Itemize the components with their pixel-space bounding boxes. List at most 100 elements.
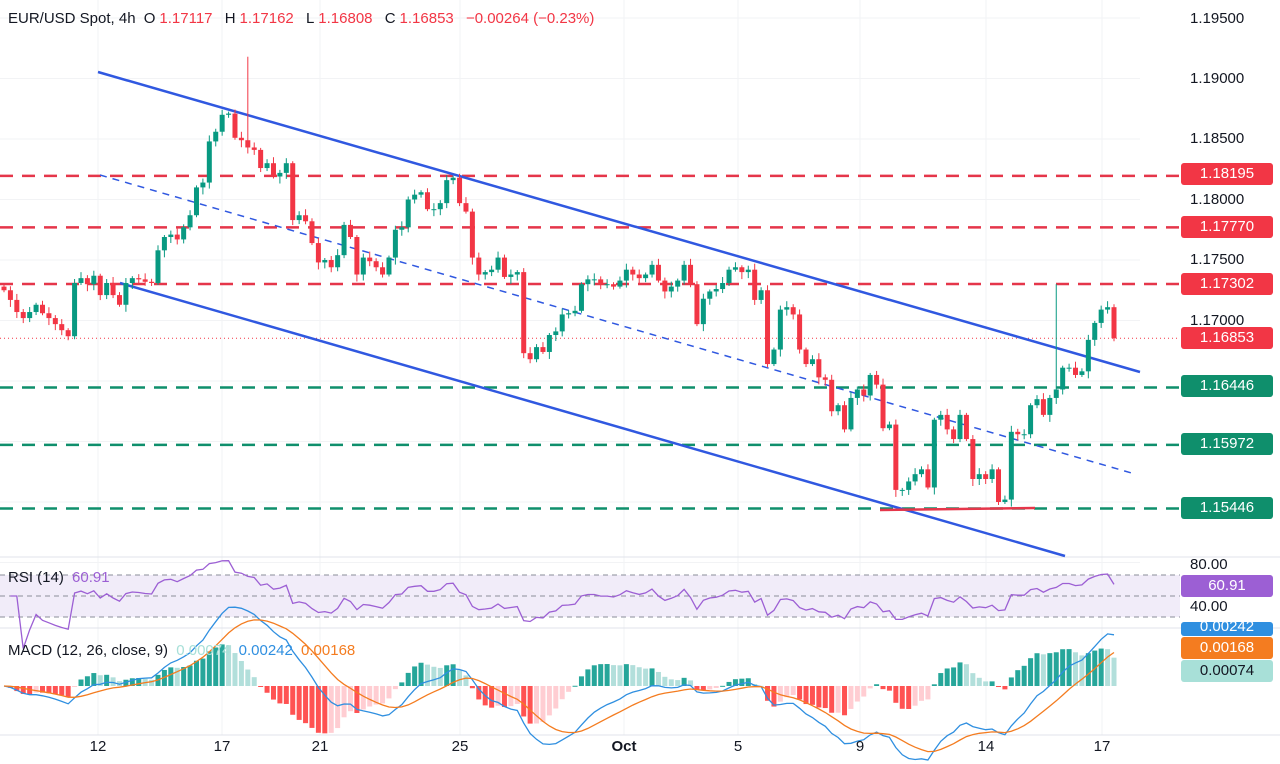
- macd-histogram-bar: [296, 686, 302, 720]
- time-tick: 17: [213, 738, 231, 755]
- macd-histogram-bar: [611, 665, 617, 686]
- histogram-badge: 0.00074: [1181, 660, 1273, 682]
- candle-body: [392, 229, 398, 258]
- candle-body: [1034, 399, 1040, 406]
- support-badge: 1.15446: [1181, 497, 1273, 519]
- macd-histogram-bar: [636, 667, 642, 686]
- macd-histogram-bar: [149, 679, 155, 686]
- candle-body: [925, 469, 931, 488]
- macd-histogram-bar: [1066, 649, 1072, 686]
- current-price-badge: 1.16853: [1181, 327, 1273, 349]
- macd-histogram-bar: [675, 680, 681, 686]
- candle-body: [739, 267, 745, 273]
- macd-histogram-bar: [386, 686, 392, 699]
- candle-body: [264, 163, 270, 169]
- macd-histogram-bar: [418, 662, 424, 686]
- macd-histogram-bar: [893, 686, 899, 703]
- macd-histogram-bar: [335, 686, 341, 729]
- candle-body: [335, 255, 341, 268]
- candle-body: [566, 313, 572, 315]
- macd-histogram-bar: [290, 686, 296, 715]
- high-value: 1.17162: [239, 10, 294, 27]
- support-badge: 1.15972: [1181, 433, 1273, 455]
- candle-body: [450, 177, 456, 181]
- candle-body: [380, 267, 386, 275]
- macd-histogram-bar: [668, 679, 674, 686]
- candle-body: [501, 257, 507, 277]
- macd-histogram-bar: [566, 686, 572, 692]
- price-tick: 1.17500: [1190, 251, 1245, 268]
- candle-body: [341, 224, 347, 256]
- price-tick: 1.19000: [1190, 70, 1245, 87]
- candle-body: [290, 163, 296, 221]
- macd-histogram-bar: [797, 686, 803, 700]
- macd-histogram-bar: [1034, 653, 1040, 686]
- candle-body: [219, 114, 225, 132]
- rsi-value: 60.91: [72, 569, 110, 586]
- candle-body: [829, 379, 835, 412]
- macd-histogram-bar: [399, 682, 405, 686]
- candle-body: [52, 318, 58, 325]
- candle-body: [104, 282, 110, 296]
- high-label: H: [224, 10, 236, 27]
- candle-body: [970, 439, 976, 480]
- macd-signal-line: [3, 619, 1115, 753]
- candle-body: [200, 182, 206, 188]
- macd-histogram-bar: [174, 667, 180, 686]
- candle-body: [546, 335, 552, 352]
- candle-body: [14, 299, 20, 313]
- macd-histogram-bar: [1028, 658, 1034, 686]
- macd-histogram-bar: [1008, 677, 1014, 686]
- macd-histogram-bar: [835, 686, 841, 713]
- candle-body: [720, 282, 726, 290]
- macd-histogram-bar: [803, 686, 809, 705]
- macd-histogram-bar: [1021, 665, 1027, 686]
- macd-histogram-bar: [168, 667, 174, 686]
- macd-histogram-bar: [277, 686, 283, 704]
- support-badge: 1.16446: [1181, 375, 1273, 397]
- macd-histogram-bar: [392, 686, 398, 690]
- time-tick: 25: [451, 738, 469, 755]
- close-value: 1.16853: [399, 10, 454, 27]
- candle-body: [662, 280, 668, 292]
- macd-histogram-bar: [970, 673, 976, 686]
- macd-histogram-bar: [630, 665, 636, 686]
- candle-body: [816, 359, 822, 378]
- macd-histogram-bar: [405, 672, 411, 686]
- macd-histogram-bar: [226, 645, 232, 686]
- macd-histogram-bar: [450, 664, 456, 686]
- low-value: 1.16808: [318, 10, 373, 27]
- rsi-legend: RSI (14) 60.91: [8, 569, 114, 586]
- candle-body: [521, 272, 527, 354]
- candle-body: [681, 264, 687, 281]
- candle-body: [617, 280, 623, 287]
- candle-body: [655, 264, 661, 281]
- macd-histogram-bar: [367, 686, 373, 707]
- candle-body: [572, 310, 578, 314]
- macd-histogram-bar: [1111, 657, 1117, 686]
- candle-body: [1053, 389, 1059, 398]
- candle-body: [136, 278, 142, 280]
- time-tick-month: Oct: [611, 738, 637, 755]
- macd-histogram-bar: [976, 677, 982, 686]
- macd-histogram-bar: [245, 669, 251, 686]
- macd-histogram-bar: [181, 666, 187, 686]
- candle-body: [1092, 322, 1098, 340]
- candle-body: [232, 113, 238, 138]
- macd-histogram-bar: [110, 677, 116, 686]
- macd-histogram-bar: [97, 675, 103, 686]
- macd-histogram-bar: [200, 658, 206, 686]
- candle-body: [437, 203, 443, 210]
- macd-histogram-bar: [341, 686, 347, 718]
- rsi-tick-80: 80.00: [1190, 556, 1228, 573]
- candle-body: [283, 163, 289, 173]
- symbol-legend: EUR/USD Spot, 4h O 1.17117 H 1.17162 L 1.16…: [8, 10, 598, 27]
- candle-body: [700, 298, 706, 325]
- time-tick: 12: [89, 738, 107, 755]
- macd-histogram-bar: [694, 686, 700, 690]
- macd-histogram-bar: [84, 676, 90, 686]
- candle-body: [193, 187, 199, 216]
- candle-body: [508, 274, 514, 277]
- macd-histogram-bar: [925, 686, 931, 700]
